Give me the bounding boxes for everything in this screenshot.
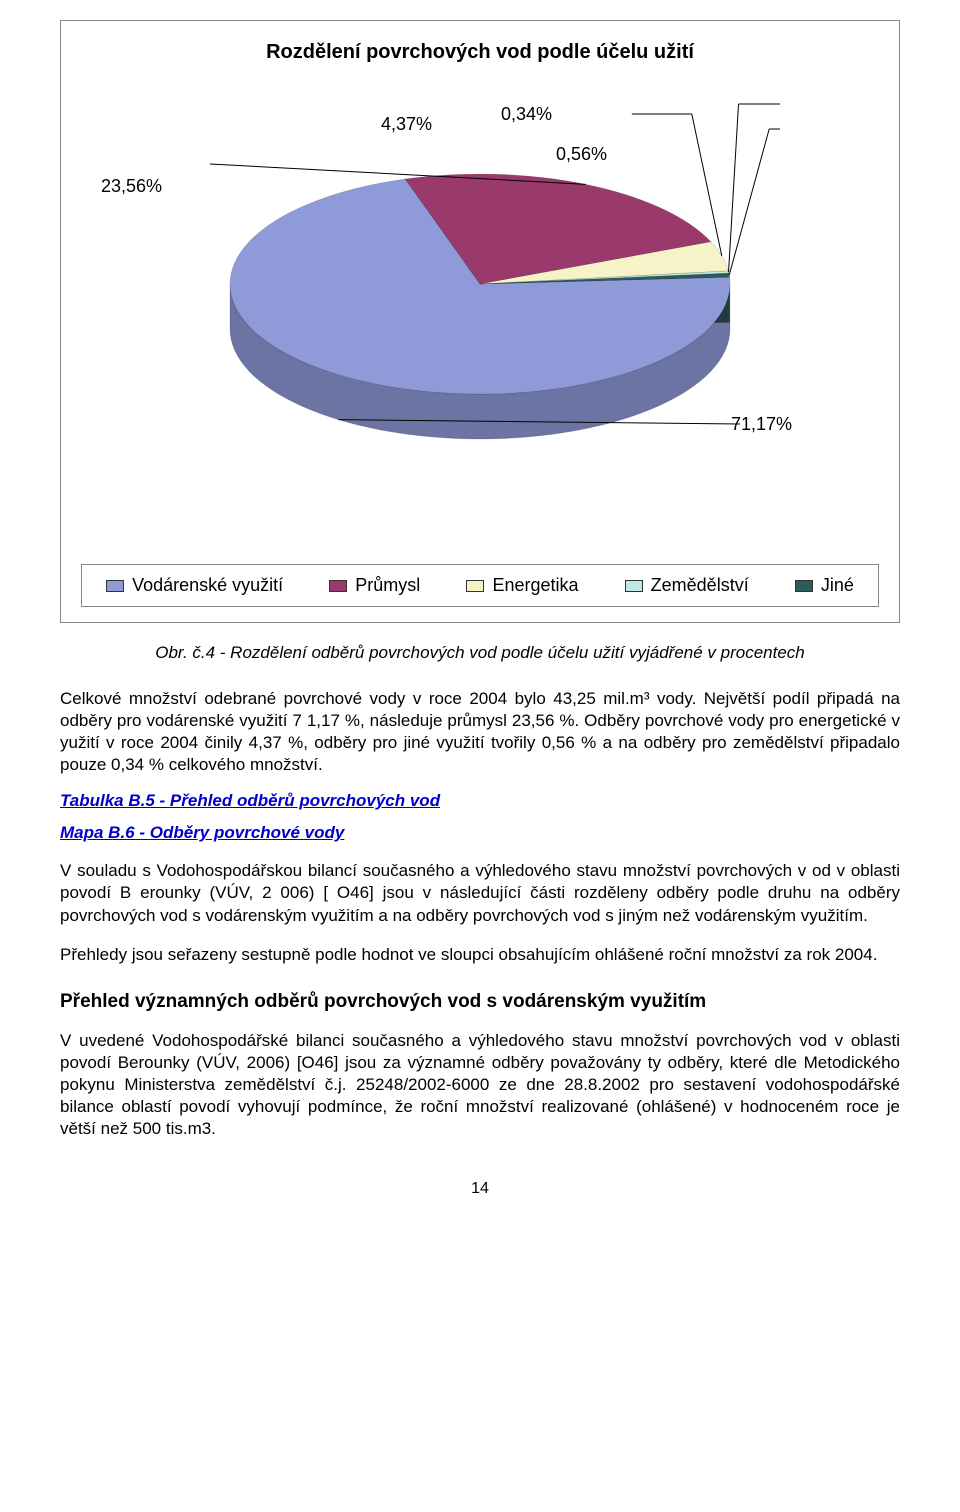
chart-legend: Vodárenské využití Průmysl Energetika Ze…	[81, 564, 879, 607]
legend-label: Zemědělství	[651, 575, 749, 596]
pie-chart-area: 23,56% 4,37% 0,34% 0,56% 71,17%	[81, 94, 879, 534]
page-number: 14	[60, 1180, 900, 1198]
figure-caption: Obr. č.4 - Rozdělení odběrů povrchových …	[60, 643, 900, 663]
slice-label-vodarenske: 71,17%	[731, 414, 792, 435]
legend-item: Energetika	[466, 575, 578, 596]
link-mapa-b6[interactable]: Mapa B.6 - Odběry povrchové vody	[60, 823, 344, 842]
legend-label: Energetika	[492, 575, 578, 596]
legend-label: Průmysl	[355, 575, 420, 596]
slice-label-jine: 0,56%	[556, 144, 607, 165]
pie-chart-svg	[180, 94, 780, 474]
link-line-map: Mapa B.6 - Odběry povrchové vody	[60, 823, 900, 843]
paragraph-4: V uvedené Vodohospodářské bilanci součas…	[60, 1030, 900, 1140]
link-tabulka-b5[interactable]: Tabulka B.5 - Přehled odběrů povrchových…	[60, 791, 440, 810]
legend-swatch	[329, 580, 347, 592]
chart-title: Rozdělení povrchových vod podle účelu už…	[81, 41, 879, 64]
legend-label: Vodárenské využití	[132, 575, 283, 596]
paragraph-3: Přehledy jsou seřazeny sestupně podle ho…	[60, 944, 900, 966]
legend-item: Vodárenské využití	[106, 575, 283, 596]
slice-label-zemedelstvi: 0,34%	[501, 104, 552, 125]
paragraph-1: Celkové množství odebrané povrchové vody…	[60, 688, 900, 776]
legend-swatch	[106, 580, 124, 592]
chart-frame: Rozdělení povrchových vod podle účelu už…	[60, 20, 900, 623]
legend-item: Průmysl	[329, 575, 420, 596]
slice-label-energetika: 4,37%	[381, 114, 432, 135]
legend-label: Jiné	[821, 575, 854, 596]
legend-item: Jiné	[795, 575, 854, 596]
paragraph-2: V souladu s Vodohospodářskou bilancí sou…	[60, 860, 900, 926]
legend-swatch	[466, 580, 484, 592]
legend-swatch	[795, 580, 813, 592]
link-line-table: Tabulka B.5 - Přehled odběrů povrchových…	[60, 791, 900, 811]
legend-swatch	[625, 580, 643, 592]
section-heading: Přehled významných odběrů povrchových vo…	[60, 991, 900, 1013]
document-page: Rozdělení povrchových vod podle účelu už…	[0, 0, 960, 1238]
slice-label-prumysl: 23,56%	[101, 176, 162, 197]
legend-item: Zemědělství	[625, 575, 749, 596]
